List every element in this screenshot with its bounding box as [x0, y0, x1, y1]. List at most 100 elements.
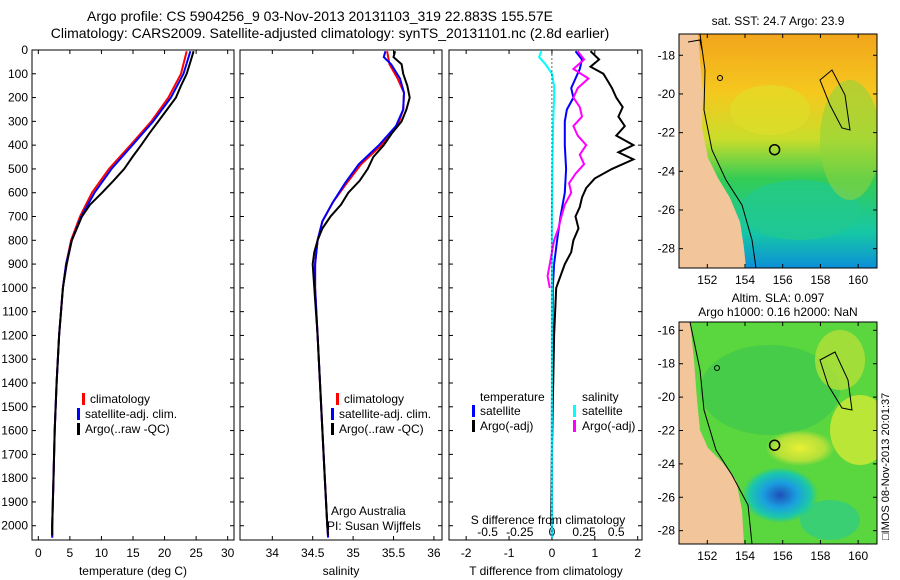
- legend-temperature-header: temperature: [480, 390, 545, 404]
- x-tick-label: 1: [591, 546, 598, 560]
- map-x-tick-label: 160: [848, 273, 868, 287]
- legend-label-climatology: climatology: [344, 392, 404, 406]
- legend-label-climatology: climatology: [90, 392, 150, 406]
- series-line-climatology: [51, 50, 188, 538]
- legend-label-satellite: satellite-adj. clim.: [85, 407, 177, 421]
- x-tick-label: 0: [35, 546, 42, 560]
- map-y-tick-label: -20: [658, 390, 676, 404]
- s-tick-label: 0.25: [572, 525, 596, 539]
- legend-swatch-sal-argo: [573, 420, 576, 432]
- x-tick-label: 34: [266, 546, 280, 560]
- legend-swatch-temp-satellite: [472, 405, 475, 417]
- s-tick-label: -0.25: [506, 525, 534, 539]
- s-tick-label: 0.5: [608, 525, 625, 539]
- x-tick-label: 15: [126, 546, 140, 560]
- y-tick-label: 1700: [1, 447, 28, 461]
- x-tick-label: 5: [67, 546, 74, 560]
- argo-position-marker: [768, 143, 781, 156]
- sla-map: 152 154 156 158 160 -16 -18 -20 -22 -24 -26 -28: [658, 321, 878, 563]
- series-line-satellite-adj-clim-: [51, 50, 192, 538]
- y-tick-label: 1400: [1, 376, 28, 390]
- y-tick-label: 0: [21, 43, 28, 57]
- salinity-axis-label: salinity: [323, 564, 360, 578]
- y-tick-label: 700: [8, 210, 28, 224]
- map-y-tick-label: -24: [658, 164, 676, 178]
- y-tick-label: 800: [8, 233, 28, 247]
- legend-label-sal-argo: Argo(-adj): [582, 419, 635, 433]
- map-x-tick-label: 156: [773, 549, 793, 563]
- y-tick-label: 100: [8, 67, 28, 81]
- imos-timestamp: □IMOS 08-Nov-2013 20:01:37: [880, 392, 892, 540]
- legend-swatch-satellite: [77, 408, 80, 420]
- x-tick-label: 0: [549, 546, 556, 560]
- salinity-annotation-line1: Argo Australia: [331, 504, 406, 518]
- legend-salinity-header: salinity: [582, 390, 619, 404]
- y-tick-label: 500: [8, 162, 28, 176]
- series-line-climatology: [314, 51, 406, 538]
- x-tick-label: 35: [346, 546, 360, 560]
- x-tick-label: -2: [461, 546, 472, 560]
- legend-swatch-sal-satellite: [573, 405, 576, 417]
- legend-label-temp-argo: Argo(-adj): [480, 419, 533, 433]
- map-x-tick-label: 158: [810, 549, 830, 563]
- x-tick-label: 35.5: [382, 546, 406, 560]
- legend-swatch-temp-argo: [472, 420, 475, 432]
- sla-land: [679, 322, 744, 544]
- x-tick-label: 10: [95, 546, 109, 560]
- sst-land: [679, 34, 746, 268]
- legend-label-argo: Argo(..raw -QC): [85, 422, 170, 436]
- map-y-tick-label: -26: [658, 203, 676, 217]
- salinity-plot: 34 34.5 35 35.5 36: [240, 49, 442, 560]
- map-x-tick-label: 160: [848, 549, 868, 563]
- x-tick-label: 20: [158, 546, 172, 560]
- sla-map-title-line2: Argo h1000: 0.16 h2000: NaN: [698, 305, 857, 319]
- map-y-tick-label: -20: [658, 87, 676, 101]
- figure-subtitle: Climatology: CARS2009. Satellite-adjuste…: [50, 25, 610, 41]
- legend-label-argo: Argo(..raw -QC): [339, 422, 424, 436]
- y-tick-label: 1900: [1, 495, 28, 509]
- difference-axis-label: T difference from climatology: [469, 564, 623, 578]
- s-tick-label: -0.5: [477, 525, 498, 539]
- series-line-argo-raw-qc-: [51, 50, 195, 536]
- y-tick-label: 2000: [1, 519, 28, 533]
- map-y-tick-label: -22: [658, 126, 676, 140]
- x-tick-label: 36: [427, 546, 441, 560]
- y-tick-label: 1000: [1, 281, 28, 295]
- temperature-plot: 0100200300400500600700800900100011001200…: [1, 43, 234, 560]
- y-tick-label: 200: [8, 91, 28, 105]
- y-tick-label: 400: [8, 138, 28, 152]
- y-tick-label: 300: [8, 114, 28, 128]
- x-tick-label: 34.5: [301, 546, 325, 560]
- legend-swatch-climatology: [336, 393, 339, 405]
- map-y-tick-label: -16: [658, 323, 676, 337]
- map-y-tick-label: -24: [658, 457, 676, 471]
- legend-label-temp-satellite: satellite: [480, 404, 521, 418]
- salinity-annotation-line2: PI: Susan Wijffels: [327, 519, 421, 533]
- sst-map-title: sat. SST: 24.7 Argo: 23.9: [712, 14, 845, 28]
- y-tick-label: 1200: [1, 328, 28, 342]
- map-y-tick-label: -18: [658, 357, 676, 371]
- legend-label-satellite: satellite-adj. clim.: [339, 407, 431, 421]
- series-line-argo-raw-qc-: [311, 50, 411, 536]
- argo-position-marker: [768, 439, 781, 451]
- legend-swatch-satellite: [331, 408, 334, 420]
- map-x-tick-label: 154: [735, 273, 755, 287]
- figure-title: Argo profile: CS 5904256_9 03-Nov-2013 2…: [87, 8, 553, 24]
- sla-map-title-line1: Altim. SLA: 0.097: [732, 291, 825, 305]
- legend-swatch-argo: [77, 423, 80, 435]
- sst-map: 152 154 156 158 160 -18 -20 -22 -24 -26 -28: [658, 33, 878, 287]
- y-tick-label: 1600: [1, 424, 28, 438]
- map-x-tick-label: 154: [735, 549, 755, 563]
- x-tick-label: -1: [504, 546, 515, 560]
- series-group: [311, 50, 411, 538]
- salinity-legend: climatology satellite-adj. clim. Argo(..…: [327, 392, 431, 533]
- map-x-tick-label: 152: [697, 273, 717, 287]
- x-tick-label: 30: [221, 546, 235, 560]
- series-line-temperature-argo-adj-: [550, 50, 636, 526]
- map-y-tick-label: -22: [658, 423, 676, 437]
- map-y-tick-label: -26: [658, 490, 676, 504]
- temperature-axis-label: temperature (deg C): [79, 564, 187, 578]
- map-y-tick-label: -18: [658, 48, 676, 62]
- y-tick-label: 900: [8, 257, 28, 271]
- legend-swatch-argo: [331, 423, 334, 435]
